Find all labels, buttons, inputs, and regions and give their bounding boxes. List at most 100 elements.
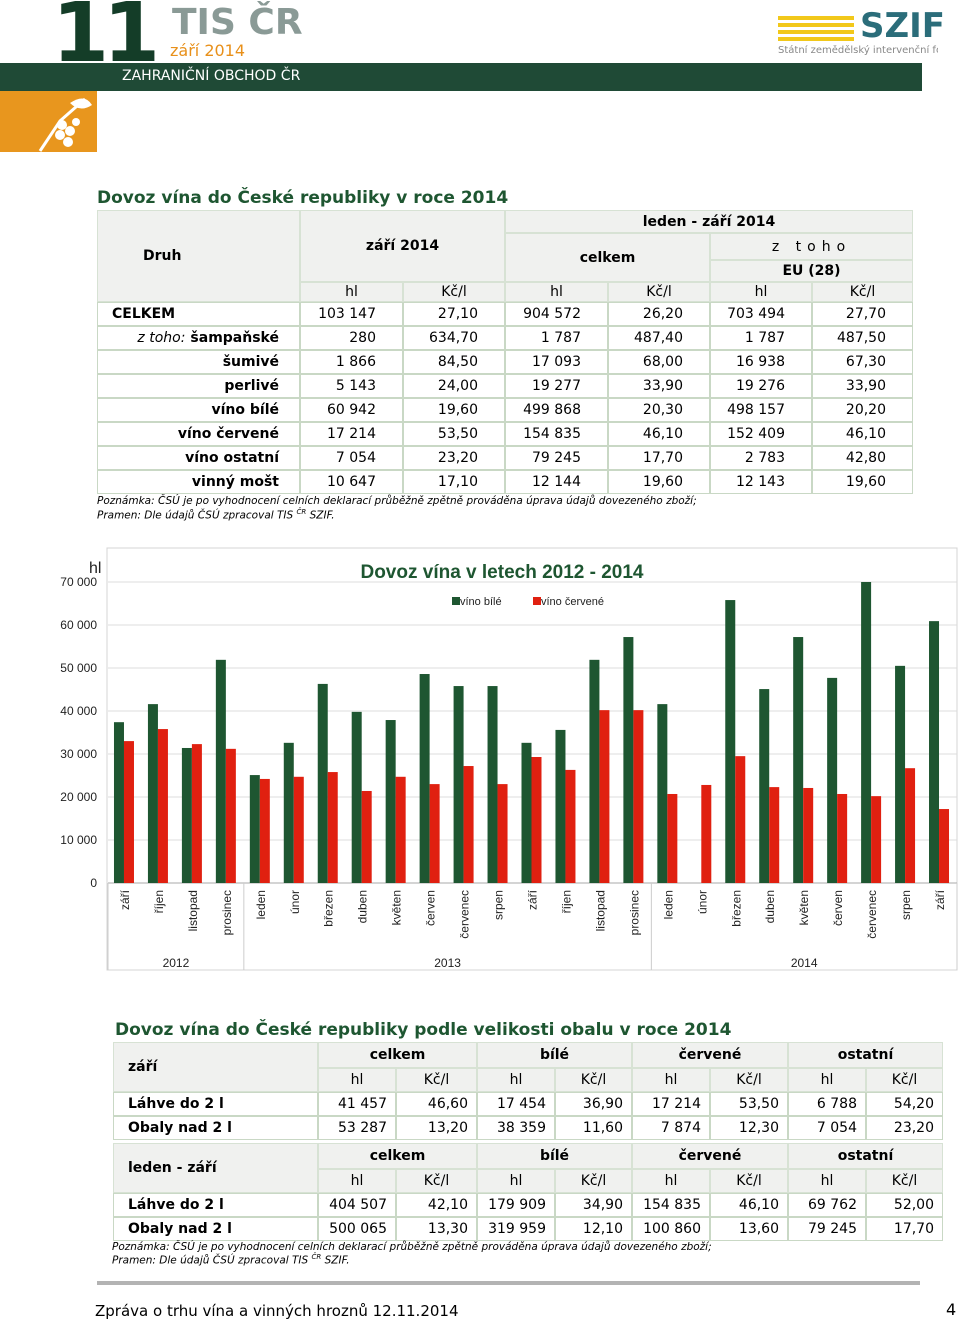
bar [361, 790, 372, 883]
chart-title: Dovoz vína v letech 2012 - 2014 [360, 562, 643, 583]
unit-cell: Kč/l [710, 1068, 788, 1092]
value-cell: 487,40 [608, 326, 710, 350]
row-label-text: víno ostatní [185, 450, 279, 466]
x-tick-label: leden [254, 890, 268, 919]
chart: 0 10 000 20 000 30 000 40 000 50 000 60 000 70 … [60, 547, 958, 971]
value-cell: 33,90 [608, 374, 710, 398]
bar [385, 720, 396, 883]
x-tick-label: listopad [593, 890, 607, 931]
value-cell: 103 147 [300, 302, 403, 326]
y-tick-label: 40 000 [60, 704, 97, 718]
bar [453, 686, 464, 883]
row-label-text: víno bílé [211, 402, 280, 418]
bar [633, 710, 644, 883]
x-tick-label: květen [797, 890, 811, 925]
bar [803, 787, 814, 883]
value-cell: 904 572 [505, 302, 608, 326]
value-cell: 42,80 [812, 446, 913, 470]
bar [191, 744, 202, 883]
bar [259, 778, 270, 883]
header-cell: celkem [505, 233, 710, 282]
row-label-text: víno červené [177, 426, 279, 442]
row-label: šumivé [97, 350, 300, 374]
bar [905, 768, 916, 883]
header-cell: EU (28) [710, 260, 913, 282]
legend-swatch [452, 597, 460, 605]
row-label: Láhve do 2 l [113, 1193, 318, 1217]
value-cell: 19,60 [812, 470, 913, 494]
value-cell: 19 277 [505, 374, 608, 398]
unit-cell: Kč/l [403, 282, 505, 302]
value-cell: 20,20 [812, 398, 913, 422]
bar [429, 784, 440, 883]
bar [667, 793, 678, 883]
source-text: Pramen: Dle údajů ČSÚ zpracoval TIS [97, 509, 294, 522]
row-label: víno ostatní [97, 446, 300, 470]
value-cell: 154 835 [505, 422, 608, 446]
value-cell: 46,10 [608, 422, 710, 446]
bar [895, 665, 906, 883]
value-cell: 12,30 [710, 1116, 788, 1140]
x-tick-label: leden [661, 890, 675, 919]
header-cell: září 2014 [300, 210, 505, 282]
x-tick-label: září [526, 889, 540, 910]
row-prefix: z toho: [137, 330, 186, 346]
unit-cell: Kč/l [866, 1068, 943, 1092]
header-cell: leden - září 2014 [505, 210, 913, 233]
logo: SZIF [860, 6, 946, 46]
bar [735, 756, 746, 883]
row-label-text: šampaňské [190, 330, 279, 346]
value-cell: 13,20 [396, 1116, 477, 1140]
grape-icon-art [38, 97, 92, 152]
value-cell: 2 783 [710, 446, 812, 470]
value-cell: 154 835 [632, 1193, 710, 1217]
row-label: víno červené [97, 422, 300, 446]
brand: TIS ČR [172, 2, 303, 43]
unit-cell: hl [477, 1169, 555, 1193]
row-label: víno bílé [97, 398, 300, 422]
group-header: ostatní [788, 1042, 943, 1068]
bar [419, 674, 430, 883]
legend-swatch [533, 597, 541, 605]
x-tick-label: duben [356, 890, 370, 923]
x-tick-label: červen [424, 890, 438, 926]
value-cell: 17 454 [477, 1092, 555, 1116]
bar [759, 689, 770, 883]
row-label: z toho: šampaňské [97, 326, 300, 350]
value-cell: 404 507 [318, 1193, 396, 1217]
group-header: červené [632, 1042, 788, 1068]
row-label-text: perlivé [224, 378, 279, 394]
x-tick-label: duben [763, 890, 777, 923]
row-label-text: CELKEM [112, 306, 176, 322]
table2-source: Pramen: Dle údajů ČSÚ zpracoval TIS ČR S… [112, 1253, 350, 1267]
bar [283, 742, 294, 883]
x-tick-label: červenec [458, 890, 472, 939]
source-sup: ČR [296, 508, 307, 516]
value-cell: 5 143 [300, 374, 403, 398]
x-tick-label: únor [695, 890, 709, 914]
value-cell: 1 787 [710, 326, 812, 350]
unit-cell: hl [318, 1068, 396, 1092]
value-cell: 11,60 [555, 1116, 632, 1140]
unit-cell: Kč/l [396, 1169, 477, 1193]
value-cell: 68,00 [608, 350, 710, 374]
unit-cell: Kč/l [866, 1169, 943, 1193]
value-cell: 7 054 [300, 446, 403, 470]
value-cell: 703 494 [710, 302, 812, 326]
bar [487, 686, 498, 883]
y-tick-label: 30 000 [60, 747, 97, 761]
value-cell: 12 143 [710, 470, 812, 494]
value-cell: 17 214 [300, 422, 403, 446]
row-label: perlivé [97, 374, 300, 398]
value-cell: 10 647 [300, 470, 403, 494]
x-tick-label: říjen [559, 890, 573, 913]
value-cell: 24,00 [403, 374, 505, 398]
source-sup: ČR [311, 1253, 322, 1261]
group-header: bílé [477, 1042, 632, 1068]
value-cell: 46,60 [396, 1092, 477, 1116]
bar [463, 766, 474, 883]
value-cell: 7 874 [632, 1116, 710, 1140]
value-cell: 79 245 [505, 446, 608, 470]
x-tick-label: prosinec [220, 890, 234, 935]
